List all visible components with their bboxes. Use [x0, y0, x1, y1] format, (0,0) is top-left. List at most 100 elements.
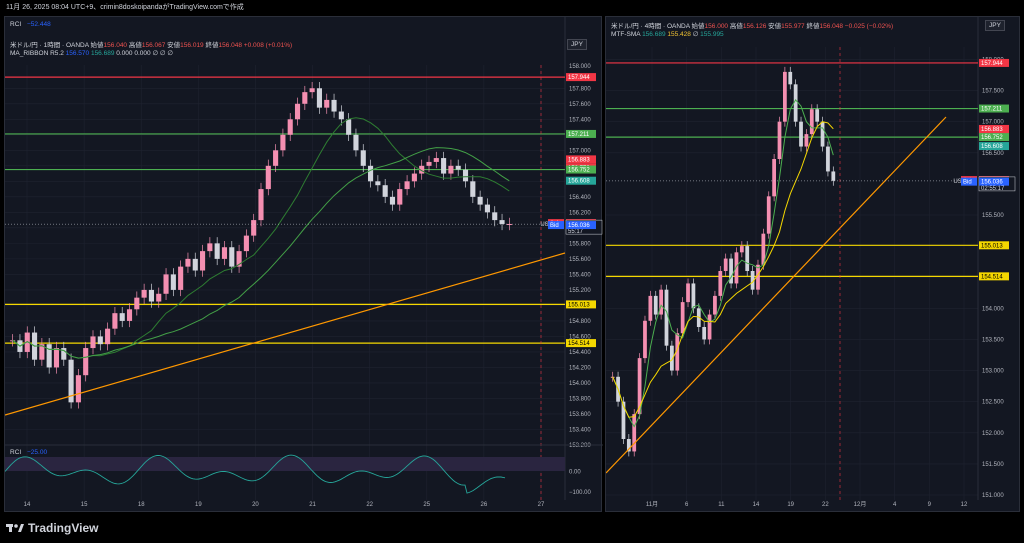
rci-tick-label: −100.00	[569, 490, 592, 496]
candle	[653, 295, 658, 315]
candle	[170, 274, 176, 290]
candle	[148, 289, 154, 302]
symbol-name-4h: 米ドル/円 · 4時間 · OANDA	[611, 23, 690, 30]
x-tick-label: 11	[718, 502, 725, 508]
candle	[680, 302, 685, 334]
candle	[331, 99, 337, 112]
y-tick-label: 155.800	[569, 241, 591, 247]
mtf-sma-value-4: 155.995	[700, 31, 724, 38]
y-tick-label: 153.800	[569, 396, 591, 402]
y-tick-label: 154.200	[569, 365, 591, 371]
x-tick-label: 26	[481, 502, 488, 508]
high-label: 高値	[128, 42, 142, 49]
candle	[309, 88, 315, 93]
candle	[713, 295, 717, 315]
price-axis-label	[566, 221, 596, 230]
x-tick-label: 19	[787, 502, 794, 508]
candle	[141, 289, 147, 298]
candle	[346, 119, 352, 135]
candle	[826, 146, 830, 172]
y-tick-label: 157.000	[569, 148, 591, 154]
ma-ribbon-name: MA_RIBBON R5.2	[10, 50, 64, 57]
countdown-value: 55:17	[568, 229, 584, 235]
candle	[772, 159, 777, 197]
high-value: 156.067	[141, 42, 166, 49]
high-value-4h: 156.126	[742, 23, 767, 30]
price-axis-label	[979, 142, 1009, 151]
close-value-4h: 156.048	[819, 23, 843, 30]
currency-button[interactable]: JPY	[567, 39, 587, 50]
x-tick-label: 14	[24, 502, 31, 508]
candle	[207, 243, 213, 252]
close-value: 156.048	[218, 42, 242, 49]
candle	[61, 348, 67, 360]
candle	[236, 251, 242, 267]
y-tick-label: 155.500	[982, 213, 1004, 219]
candle	[621, 401, 626, 439]
x-tick-label: 27	[538, 502, 545, 508]
candle	[178, 266, 184, 290]
candle	[185, 258, 191, 267]
candle	[669, 345, 674, 371]
currency-label: JPY	[571, 41, 583, 48]
candle	[691, 283, 696, 309]
candle	[707, 314, 712, 340]
currency-button-4h[interactable]: JPY	[985, 20, 1005, 31]
candle	[809, 109, 814, 135]
candle	[448, 165, 454, 174]
y-tick-label: 154.400	[569, 350, 591, 356]
mtf-sma-legend[interactable]: MTF-SMA 156.689 155.428 ∅ 155.995	[611, 30, 724, 38]
candle	[46, 344, 52, 368]
candle	[229, 247, 235, 267]
candle	[90, 336, 96, 349]
ma-ribbon-legend[interactable]: MA_RIBBON R5.2 156.570 156.689 0.000 0.0…	[10, 49, 173, 57]
price-axis-label-text: 156.883	[981, 127, 1003, 133]
price-axis-label	[566, 339, 596, 348]
candle	[718, 271, 723, 296]
tradingview-logo[interactable]: TradingView	[6, 519, 98, 537]
y-tick-label: 158.000	[569, 64, 591, 70]
candle	[200, 251, 206, 271]
y-tick-label: 153.600	[569, 412, 591, 418]
price-axis-label-text: 156.752	[981, 135, 1003, 141]
chart-pane-4h[interactable]: 米ドル/円 · 4時間 · OANDA 始値156.000 高値156.126 …	[605, 16, 1020, 512]
countdown-value: 02:55:17	[981, 186, 1005, 192]
y-tick-label: 157.500	[982, 89, 1004, 95]
candle	[375, 181, 381, 186]
x-tick-label: 12月	[854, 501, 867, 508]
candle	[112, 313, 118, 329]
candle	[484, 204, 490, 213]
candle	[729, 258, 733, 284]
caption-text: 11月 26, 2025 08:04 UTC+9、crimin8doskoipa…	[6, 4, 244, 11]
price-axis-label-text: 157.944	[568, 75, 590, 81]
candle	[126, 309, 133, 321]
price-axis-label	[979, 177, 1009, 186]
x-tick-label: 9	[928, 502, 932, 508]
candle	[750, 271, 755, 290]
snapshot-caption: 11月 26, 2025 08:04 UTC+9、crimin8doskoipa…	[0, 0, 1024, 16]
candle	[75, 375, 81, 403]
rci-subpane-value: −25.00	[27, 449, 48, 456]
candle	[745, 246, 750, 271]
chart-pane-1h[interactable]: RCI −52.448 米ドル/円 · 1時間 · OANDA 始値156.04…	[4, 16, 603, 513]
candle	[368, 165, 374, 182]
price-axis-label-text: 154.514	[981, 274, 1003, 280]
change-value-4h: −0.025 (−0.02%)	[844, 23, 894, 30]
candle	[648, 295, 653, 321]
candle	[382, 185, 388, 197]
mtf-sma-name: MTF-SMA	[611, 31, 641, 38]
candle	[39, 344, 45, 360]
moving-average-line	[612, 121, 834, 418]
candle	[788, 71, 793, 85]
chart-canvas-4h[interactable]: 158.000157.500157.000156.500155.500154.5…	[606, 17, 1021, 513]
y-tick-label: 155.400	[569, 272, 591, 278]
price-tag-box	[548, 221, 564, 230]
y-tick-label: 151.000	[982, 493, 1004, 499]
candle	[831, 171, 836, 181]
chart-canvas-1h[interactable]: 157.800157.600157.400157.200157.000156.8…	[5, 17, 603, 513]
y-tick-label: 156.400	[569, 195, 591, 201]
candle	[163, 274, 169, 294]
rci-header-label: RCI	[10, 21, 22, 28]
low-label: 安値	[167, 42, 181, 49]
candle	[815, 109, 820, 122]
